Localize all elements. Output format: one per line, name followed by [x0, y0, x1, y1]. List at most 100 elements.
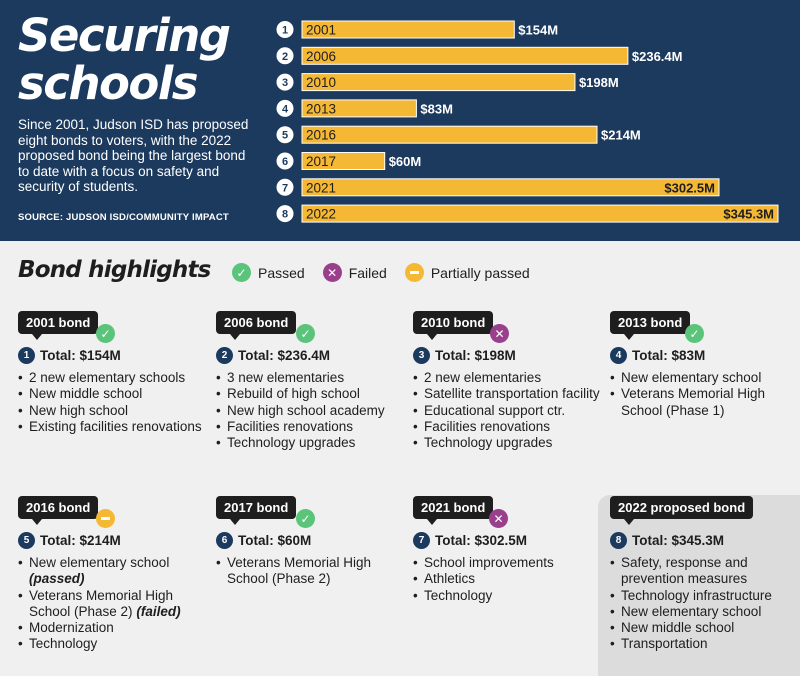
bar — [301, 73, 576, 92]
legend-partial: Partially passed — [404, 263, 530, 282]
x-icon: ✕ — [490, 324, 509, 343]
list-item: New high school — [18, 402, 208, 420]
list-item: New elementary school (passed) — [18, 555, 208, 588]
list-item: New middle school — [610, 620, 800, 637]
list-item-text: 2 new elementaries — [424, 370, 542, 385]
list-item-text: 2 new elementary schools — [29, 370, 186, 385]
bond-total-text: Total: $154M — [40, 348, 121, 363]
list-item-text: School improvements — [424, 555, 554, 570]
list-item: Technology upgrades — [216, 435, 406, 452]
list-item: Technology — [18, 636, 208, 653]
check-icon: ✓ — [685, 324, 704, 343]
list-item-text: New high school — [29, 402, 129, 418]
value-label: $345.3M — [723, 207, 774, 222]
description: Since 2001, Judson ISD has proposed eigh… — [18, 117, 249, 194]
rank-badge — [275, 125, 295, 145]
bond-tag: 2010 bond — [413, 311, 494, 340]
value-label: $83M — [420, 101, 453, 116]
value-label: $198M — [579, 75, 619, 90]
list-item: Facilities renovations — [413, 419, 603, 436]
bond-tag: 2021 bond — [413, 496, 494, 525]
bond-total: 4 Total: $83M — [610, 347, 800, 364]
list-item: Safety, response and prevention measures — [610, 555, 800, 588]
list-item-text: Transportation — [621, 636, 708, 652]
bond-total: 1 Total: $154M — [18, 347, 208, 364]
category-label: 2001 — [306, 23, 336, 38]
bond-total: 7 Total: $302.5M — [413, 532, 603, 549]
list-item-text: Athletics — [424, 571, 476, 587]
check-icon: ✓ — [96, 324, 115, 343]
highlights-title: Bond highlights — [18, 257, 211, 283]
rank-number: 1 — [282, 25, 288, 37]
list-item-text: Technology upgrades — [227, 435, 356, 451]
bond-item-list: 2 new elementariesSatellite transportati… — [413, 370, 603, 452]
rank-number: 2 — [282, 51, 288, 63]
bond-total-text: Total: $83M — [632, 348, 706, 363]
list-item-text: New middle school — [621, 620, 735, 636]
legend: ✓ Passed ✕ Failed Partially passed — [232, 263, 548, 282]
list-item: Existing facilities renovations — [18, 418, 208, 436]
bond-number-badge: 6 — [216, 532, 233, 549]
bond-card: 2016 bond 5 Total: $214M New elementary sch… — [18, 496, 208, 653]
list-item-text: New middle school — [29, 386, 143, 402]
category-label: 2010 — [306, 75, 336, 90]
bond-item-list: 3 new elementariesRebuild of high school… — [216, 370, 406, 452]
rank-badge — [275, 46, 295, 66]
list-item: Transportation — [610, 636, 800, 653]
rank-number: 7 — [282, 182, 288, 194]
rank-badge — [275, 177, 295, 197]
list-item: Rebuild of high school — [216, 386, 406, 403]
list-item: Technology upgrades — [413, 435, 603, 452]
list-item-text: Technology — [424, 587, 493, 603]
source-credit: SOURCE: JUDSON ISD/COMMUNITY IMPACT — [18, 212, 229, 223]
legend-passed: ✓ Passed — [232, 263, 305, 282]
bond-card: 2001 bond✓ 1 Total: $154M 2 new elementary … — [18, 311, 208, 435]
bond-item-list: Safety, response and prevention measures… — [610, 555, 800, 653]
bond-total: 8 Total: $345.3M — [610, 532, 800, 549]
list-item-text: Technology upgrades — [424, 435, 553, 451]
x-icon: ✕ — [489, 509, 508, 528]
rank-number: 8 — [282, 209, 288, 221]
bar — [301, 20, 515, 39]
list-item-text: Veterans Memorial High School (Phase 2) — [29, 587, 174, 619]
check-icon: ✓ — [296, 509, 315, 528]
bond-tag: 2022 proposed bond — [610, 496, 754, 525]
bond-tag: 2016 bond — [18, 496, 99, 525]
bar — [301, 46, 629, 65]
bond-number-badge: 5 — [18, 532, 35, 549]
rank-badge — [275, 98, 295, 118]
list-item-text: Educational support ctr. — [424, 402, 566, 418]
list-item: Veterans Memorial High School (Phase 2) — [216, 555, 406, 588]
value-label: $236.4M — [632, 49, 683, 64]
title-line-2: schools — [18, 57, 199, 110]
list-item: Veterans Memorial High School (Phase 1) — [610, 386, 800, 419]
category-label: 2016 — [306, 128, 336, 143]
list-item: New elementary school — [610, 370, 800, 387]
list-item: Satellite transportation facility — [413, 386, 603, 403]
bond-card: 2021 bond✕ 7 Total: $302.5M School improvem… — [413, 496, 603, 604]
category-label: 2022 — [306, 207, 336, 222]
bond-item-list: New elementary schoolVeterans Memorial H… — [610, 370, 800, 419]
bond-number-badge: 8 — [610, 532, 627, 549]
list-item-text: New high school academy — [227, 402, 385, 418]
legend-failed: ✕ Failed — [322, 263, 387, 282]
bond-item-list: School improvementsAthleticsTechnology — [413, 555, 603, 604]
category-label: 2006 — [306, 49, 336, 64]
bond-number-badge: 1 — [18, 347, 35, 364]
bond-item-list: Veterans Memorial High School (Phase 2) — [216, 555, 406, 588]
list-item-text: New elementary school — [29, 555, 170, 570]
bond-total-text: Total: $236.4M — [238, 348, 331, 363]
bond-item-list: 2 new elementary schoolsNew middle schoo… — [18, 370, 208, 435]
bar — [301, 178, 720, 197]
list-item: Technology — [413, 587, 603, 605]
item-outcome-note: (passed) — [29, 571, 85, 587]
bond-total: 3 Total: $198M — [413, 347, 603, 364]
list-item-text: Existing facilities renovations — [29, 418, 202, 434]
list-item: Athletics — [413, 571, 603, 588]
value-label: $154M — [518, 23, 558, 38]
bond-card: 2010 bond✕ 3 Total: $198M 2 new elementarie… — [413, 311, 603, 452]
list-item: Veterans Memorial High School (Phase 2) … — [18, 588, 208, 621]
category-label: 2013 — [306, 101, 336, 116]
bond-card: 2017 bond✓ 6 Total: $60M Veterans Memorial … — [216, 496, 406, 588]
list-item: Educational support ctr. — [413, 402, 603, 420]
